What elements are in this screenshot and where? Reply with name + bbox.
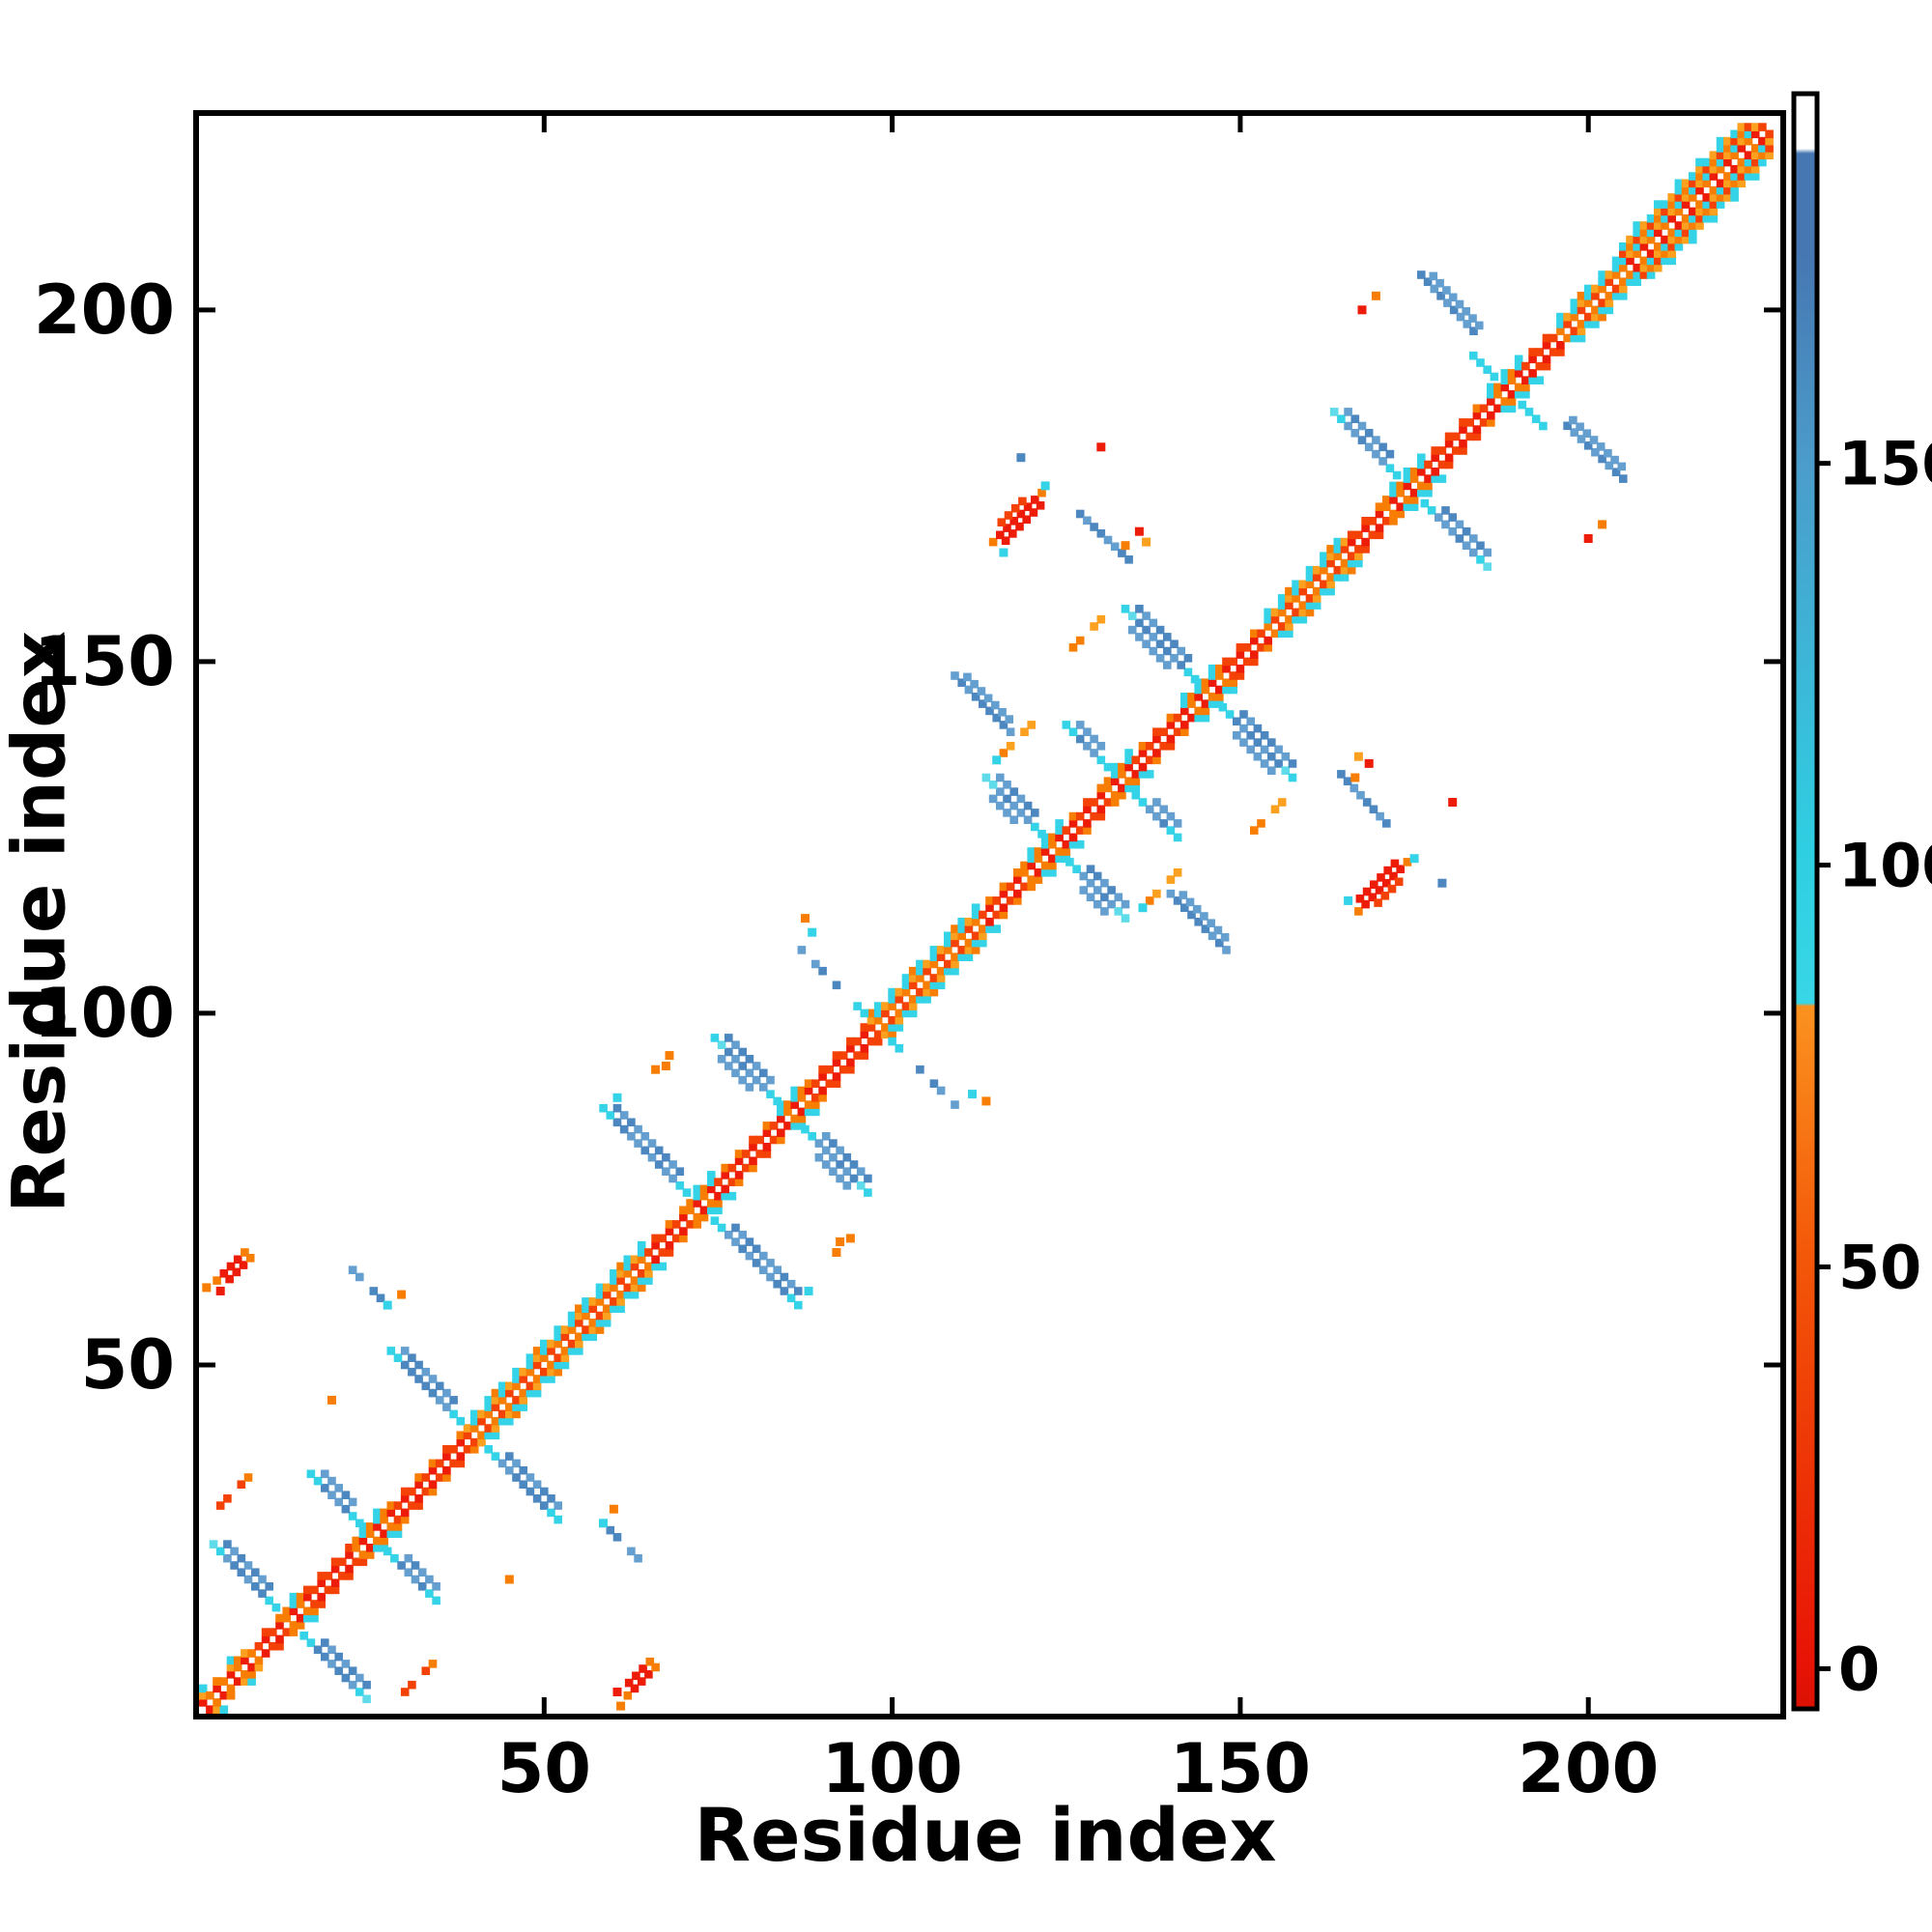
- x-axis-label: Residue index: [0, 1792, 1932, 1878]
- svg-text:100: 100: [822, 1729, 963, 1808]
- y-axis-label: Residue index: [0, 101, 82, 1744]
- y-axis-label-text: Residue index: [0, 631, 82, 1213]
- svg-text:150: 150: [1170, 1729, 1311, 1808]
- svg-text:50: 50: [1838, 1232, 1921, 1302]
- svg-text:200: 200: [1518, 1729, 1659, 1808]
- svg-text:150: 150: [1838, 429, 1932, 499]
- svg-text:100: 100: [1838, 831, 1932, 901]
- svg-text:0: 0: [1838, 1634, 1880, 1704]
- svg-text:200: 200: [34, 270, 175, 350]
- svg-text:50: 50: [497, 1729, 591, 1808]
- svg-text:150: 150: [34, 622, 175, 701]
- svg-text:100: 100: [34, 974, 175, 1053]
- x-axis-label-text: Residue index: [694, 1792, 1277, 1878]
- svg-text:50: 50: [81, 1325, 175, 1405]
